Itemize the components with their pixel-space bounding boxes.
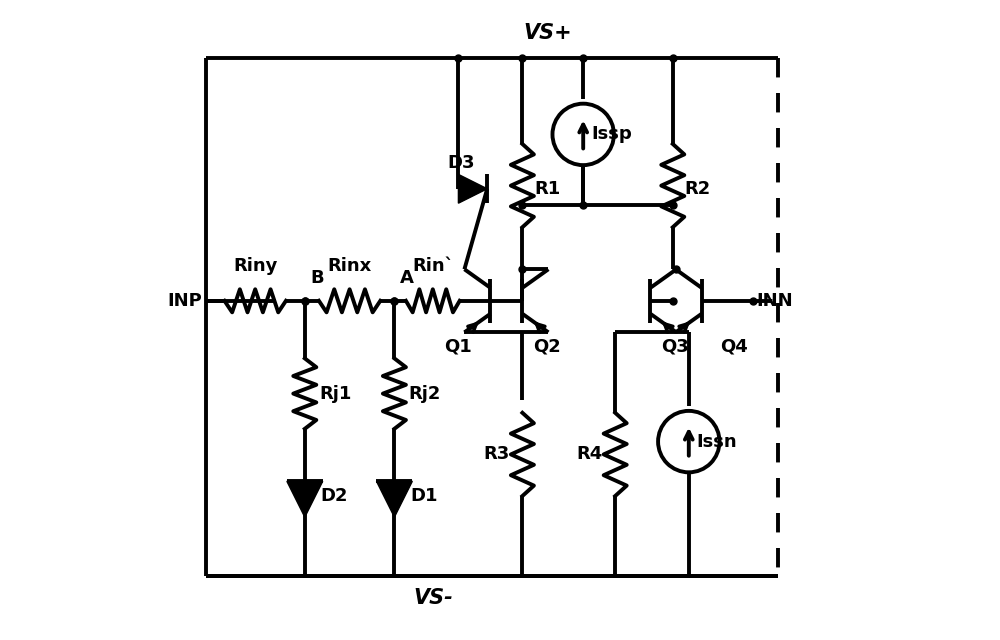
Text: Rj2: Rj2 — [408, 385, 441, 403]
Text: Rin`: Rin` — [412, 257, 454, 275]
Text: Q4: Q4 — [720, 338, 748, 356]
Text: INN: INN — [756, 292, 793, 310]
Text: R1: R1 — [534, 180, 560, 198]
Text: Issn: Issn — [696, 433, 737, 451]
Text: R2: R2 — [684, 180, 711, 198]
Text: Riny: Riny — [233, 257, 277, 275]
Text: B: B — [310, 269, 324, 287]
Text: D1: D1 — [410, 487, 438, 505]
Text: VS+: VS+ — [524, 23, 572, 44]
Text: VS-: VS- — [413, 588, 453, 609]
Text: D3: D3 — [447, 154, 474, 172]
Text: R3: R3 — [483, 445, 510, 463]
Text: Q3: Q3 — [662, 338, 689, 356]
Text: Issp: Issp — [591, 125, 632, 143]
Text: Rj1: Rj1 — [319, 385, 351, 403]
Polygon shape — [376, 481, 412, 517]
Text: A: A — [400, 269, 413, 287]
Polygon shape — [458, 175, 487, 204]
Text: Q2: Q2 — [534, 338, 561, 356]
Text: Rinx: Rinx — [327, 257, 372, 275]
Polygon shape — [287, 481, 323, 517]
Text: Q1: Q1 — [444, 338, 472, 356]
Text: INP: INP — [168, 292, 202, 310]
Text: R4: R4 — [576, 445, 602, 463]
Text: D2: D2 — [321, 487, 348, 505]
